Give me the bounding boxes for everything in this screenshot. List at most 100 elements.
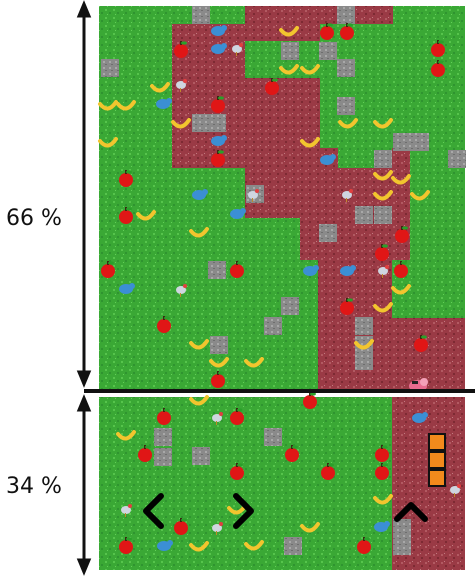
rock-tile bbox=[374, 150, 392, 168]
rooster-item bbox=[248, 189, 259, 202]
apple-item bbox=[230, 463, 244, 480]
apple-item bbox=[303, 392, 317, 409]
banana-item bbox=[244, 540, 264, 551]
banana-item bbox=[150, 82, 170, 93]
bird-item bbox=[303, 265, 319, 276]
bottom-height-arrow bbox=[76, 394, 92, 576]
bird-item bbox=[374, 521, 390, 532]
rock-tile bbox=[264, 428, 282, 446]
rock-tile bbox=[337, 97, 355, 115]
apple-item bbox=[174, 41, 188, 58]
rock-tile bbox=[393, 519, 411, 537]
dirt-region-top bbox=[172, 6, 465, 389]
rooster-item bbox=[212, 412, 223, 425]
apple-item bbox=[357, 537, 371, 554]
banana-item bbox=[338, 118, 358, 129]
chevron-up-icon[interactable] bbox=[394, 502, 428, 522]
rock-tile bbox=[448, 150, 466, 168]
banana-item bbox=[391, 174, 411, 185]
banana-item bbox=[209, 357, 229, 368]
banana-item bbox=[300, 64, 320, 75]
rock-tile bbox=[208, 261, 226, 279]
banana-item bbox=[373, 190, 393, 201]
rooster-item bbox=[450, 484, 461, 497]
rock-tile bbox=[101, 59, 119, 77]
rock-tile bbox=[411, 133, 429, 151]
banana-item bbox=[373, 170, 393, 181]
rock-tile bbox=[355, 352, 373, 370]
rock-tile bbox=[393, 133, 411, 151]
apple-item bbox=[230, 261, 244, 278]
banana-item bbox=[279, 26, 299, 37]
top-height-arrow bbox=[76, 0, 92, 388]
items bbox=[98, 23, 461, 554]
apple-item bbox=[174, 518, 188, 535]
rock-tile bbox=[355, 336, 373, 354]
rock-tile bbox=[337, 59, 355, 77]
apple-item bbox=[285, 445, 299, 462]
rock-tile bbox=[208, 114, 226, 132]
apple-item bbox=[230, 408, 244, 425]
apple-item bbox=[431, 60, 445, 77]
rock-tile bbox=[281, 297, 299, 315]
apple-item bbox=[394, 261, 408, 278]
apple-item bbox=[375, 445, 389, 462]
rock-tile bbox=[154, 428, 172, 446]
rooster-item bbox=[212, 522, 223, 535]
bird-item bbox=[412, 412, 428, 423]
banana-item bbox=[279, 64, 299, 75]
apple-item bbox=[431, 40, 445, 57]
banana-item bbox=[98, 100, 118, 111]
rock-tile bbox=[154, 448, 172, 466]
rooster-item bbox=[342, 189, 353, 202]
bird-item bbox=[211, 25, 227, 36]
banana-item bbox=[189, 227, 209, 238]
apple-item bbox=[101, 261, 115, 278]
banana-item bbox=[136, 210, 156, 221]
banana-item bbox=[373, 494, 393, 505]
chevron-left-icon[interactable] bbox=[143, 493, 164, 529]
rock-tile bbox=[319, 42, 337, 60]
rock-tile bbox=[210, 336, 228, 354]
apple-item bbox=[395, 226, 409, 243]
banana-item bbox=[171, 118, 191, 129]
bottom-percent-label: 34 % bbox=[6, 474, 62, 499]
stacked-squares-icon[interactable] bbox=[428, 433, 446, 487]
apple-item bbox=[211, 150, 225, 167]
rock-tile bbox=[264, 317, 282, 335]
apple-item bbox=[414, 335, 428, 352]
bird-item bbox=[156, 98, 172, 109]
banana-item bbox=[189, 339, 209, 350]
apple-item bbox=[320, 23, 334, 40]
banana-item bbox=[373, 118, 393, 129]
bird-item bbox=[230, 208, 246, 219]
banana-item bbox=[300, 522, 320, 533]
apple-item bbox=[211, 96, 225, 113]
apple-item bbox=[119, 207, 133, 224]
bird-item bbox=[157, 540, 173, 551]
rock-tile bbox=[192, 114, 210, 132]
apple-item bbox=[321, 463, 335, 480]
banana-item bbox=[189, 541, 209, 552]
banana-item bbox=[98, 137, 118, 148]
banana-item bbox=[391, 284, 411, 295]
banana-item bbox=[410, 190, 430, 201]
rooster-item bbox=[232, 43, 243, 56]
rooster-item bbox=[176, 284, 187, 297]
bird-item bbox=[119, 283, 135, 294]
rock-tile bbox=[281, 42, 299, 60]
rooster-item bbox=[176, 79, 187, 92]
rock-tile bbox=[355, 317, 373, 335]
rooster-item bbox=[378, 265, 389, 278]
bird-item bbox=[192, 189, 208, 200]
apple-item bbox=[375, 463, 389, 480]
chevron-right-icon[interactable] bbox=[233, 493, 254, 529]
banana-item bbox=[354, 339, 374, 350]
bird-item bbox=[211, 43, 227, 54]
bird-item bbox=[211, 135, 227, 146]
apple-item bbox=[157, 316, 171, 333]
apple-item bbox=[265, 78, 279, 95]
bird-item bbox=[320, 154, 336, 165]
